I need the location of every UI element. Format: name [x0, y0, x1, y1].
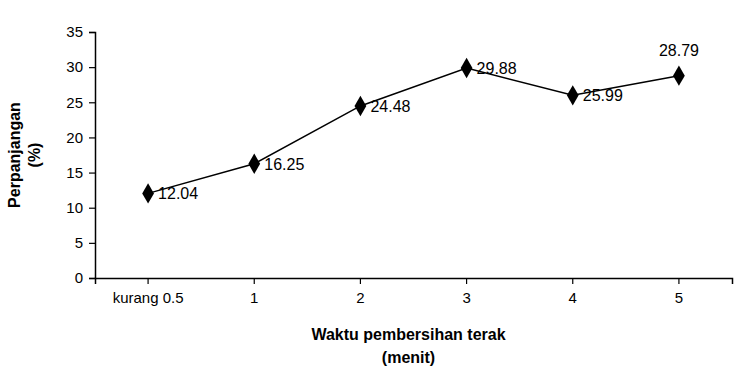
data-label: 29.88 [477, 60, 517, 77]
data-label: 16.25 [264, 156, 304, 173]
x-axis: kurang 0.5 1 2 3 4 5 [96, 278, 733, 306]
y-tick-label: 10 [66, 199, 83, 216]
chart: 0 5 10 15 20 25 30 35 kurang 0.5 1 2 3 4 5 12.04 16.25 2… [0, 0, 736, 386]
x-axis-title-line: (menit) [382, 349, 435, 366]
y-tick-label: 20 [66, 129, 83, 146]
x-tick: 2 [356, 278, 364, 306]
x-tick-label: 1 [250, 289, 258, 306]
y-tick-mark [89, 67, 95, 68]
y-tick-label: 15 [66, 164, 83, 181]
y-tick: 10 [66, 199, 95, 216]
x-axis-title-line: Waktu pembersihan terak [311, 326, 505, 343]
x-tick-label: 5 [675, 289, 683, 306]
x-tick-label: 4 [569, 289, 577, 306]
x-tick-mark [572, 278, 573, 284]
y-tick-label: 30 [66, 58, 83, 75]
marker [248, 154, 260, 174]
y-tick: 5 [75, 234, 95, 251]
data-labels: 12.04 16.25 24.48 29.88 25.99 28.79 [158, 42, 699, 203]
y-tick-mark [89, 32, 95, 33]
x-tick-mark [147, 278, 148, 284]
y-tick: 25 [66, 94, 95, 111]
line [148, 68, 679, 193]
y-axis-title-line: (%) [26, 143, 43, 168]
y-axis: 0 5 10 15 20 25 30 35 [66, 23, 95, 286]
y-tick-mark [89, 172, 95, 173]
y-tick-mark [89, 208, 95, 209]
y-tick: 35 [66, 23, 95, 40]
x-tick-label: 3 [462, 289, 470, 306]
series [142, 58, 685, 204]
y-axis-title-line: Perpanjangan [6, 102, 23, 208]
data-label: 24.48 [370, 98, 410, 115]
x-tick: 4 [569, 278, 577, 306]
y-tick-label: 35 [66, 23, 83, 40]
y-tick-label: 25 [66, 94, 83, 111]
x-tick-label: 2 [356, 289, 364, 306]
y-tick: 15 [66, 164, 95, 181]
marker [461, 58, 473, 78]
y-tick-mark [89, 243, 95, 244]
y-tick-mark [89, 137, 95, 138]
x-tick-mark [360, 278, 361, 284]
y-tick-mark [89, 102, 95, 103]
x-tick: 1 [250, 278, 258, 306]
marker [355, 96, 367, 116]
data-label: 25.99 [583, 87, 623, 104]
y-tick-mark [89, 278, 95, 279]
y-axis-title: Perpanjangan(%) [6, 102, 43, 208]
y-tick-label: 0 [75, 269, 83, 286]
x-tick-mark [254, 278, 255, 284]
data-label: 28.79 [659, 42, 699, 59]
x-axis-line [96, 279, 733, 285]
y-tick: 30 [66, 58, 95, 75]
x-tick-mark [466, 278, 467, 284]
x-tick-label: kurang 0.5 [113, 289, 184, 306]
x-tick: 3 [462, 278, 470, 306]
marker [567, 85, 579, 105]
y-tick: 0 [75, 269, 95, 286]
y-axis-line [89, 33, 96, 279]
marker [673, 65, 685, 85]
x-tick: kurang 0.5 [113, 278, 184, 306]
data-label: 12.04 [158, 185, 198, 202]
x-tick: 5 [675, 278, 683, 306]
x-tick-mark [678, 278, 679, 284]
x-axis-title: Waktu pembersihan terak (menit) [311, 326, 505, 366]
marker [142, 183, 154, 203]
y-tick-label: 5 [75, 234, 83, 251]
y-tick: 20 [66, 129, 95, 146]
